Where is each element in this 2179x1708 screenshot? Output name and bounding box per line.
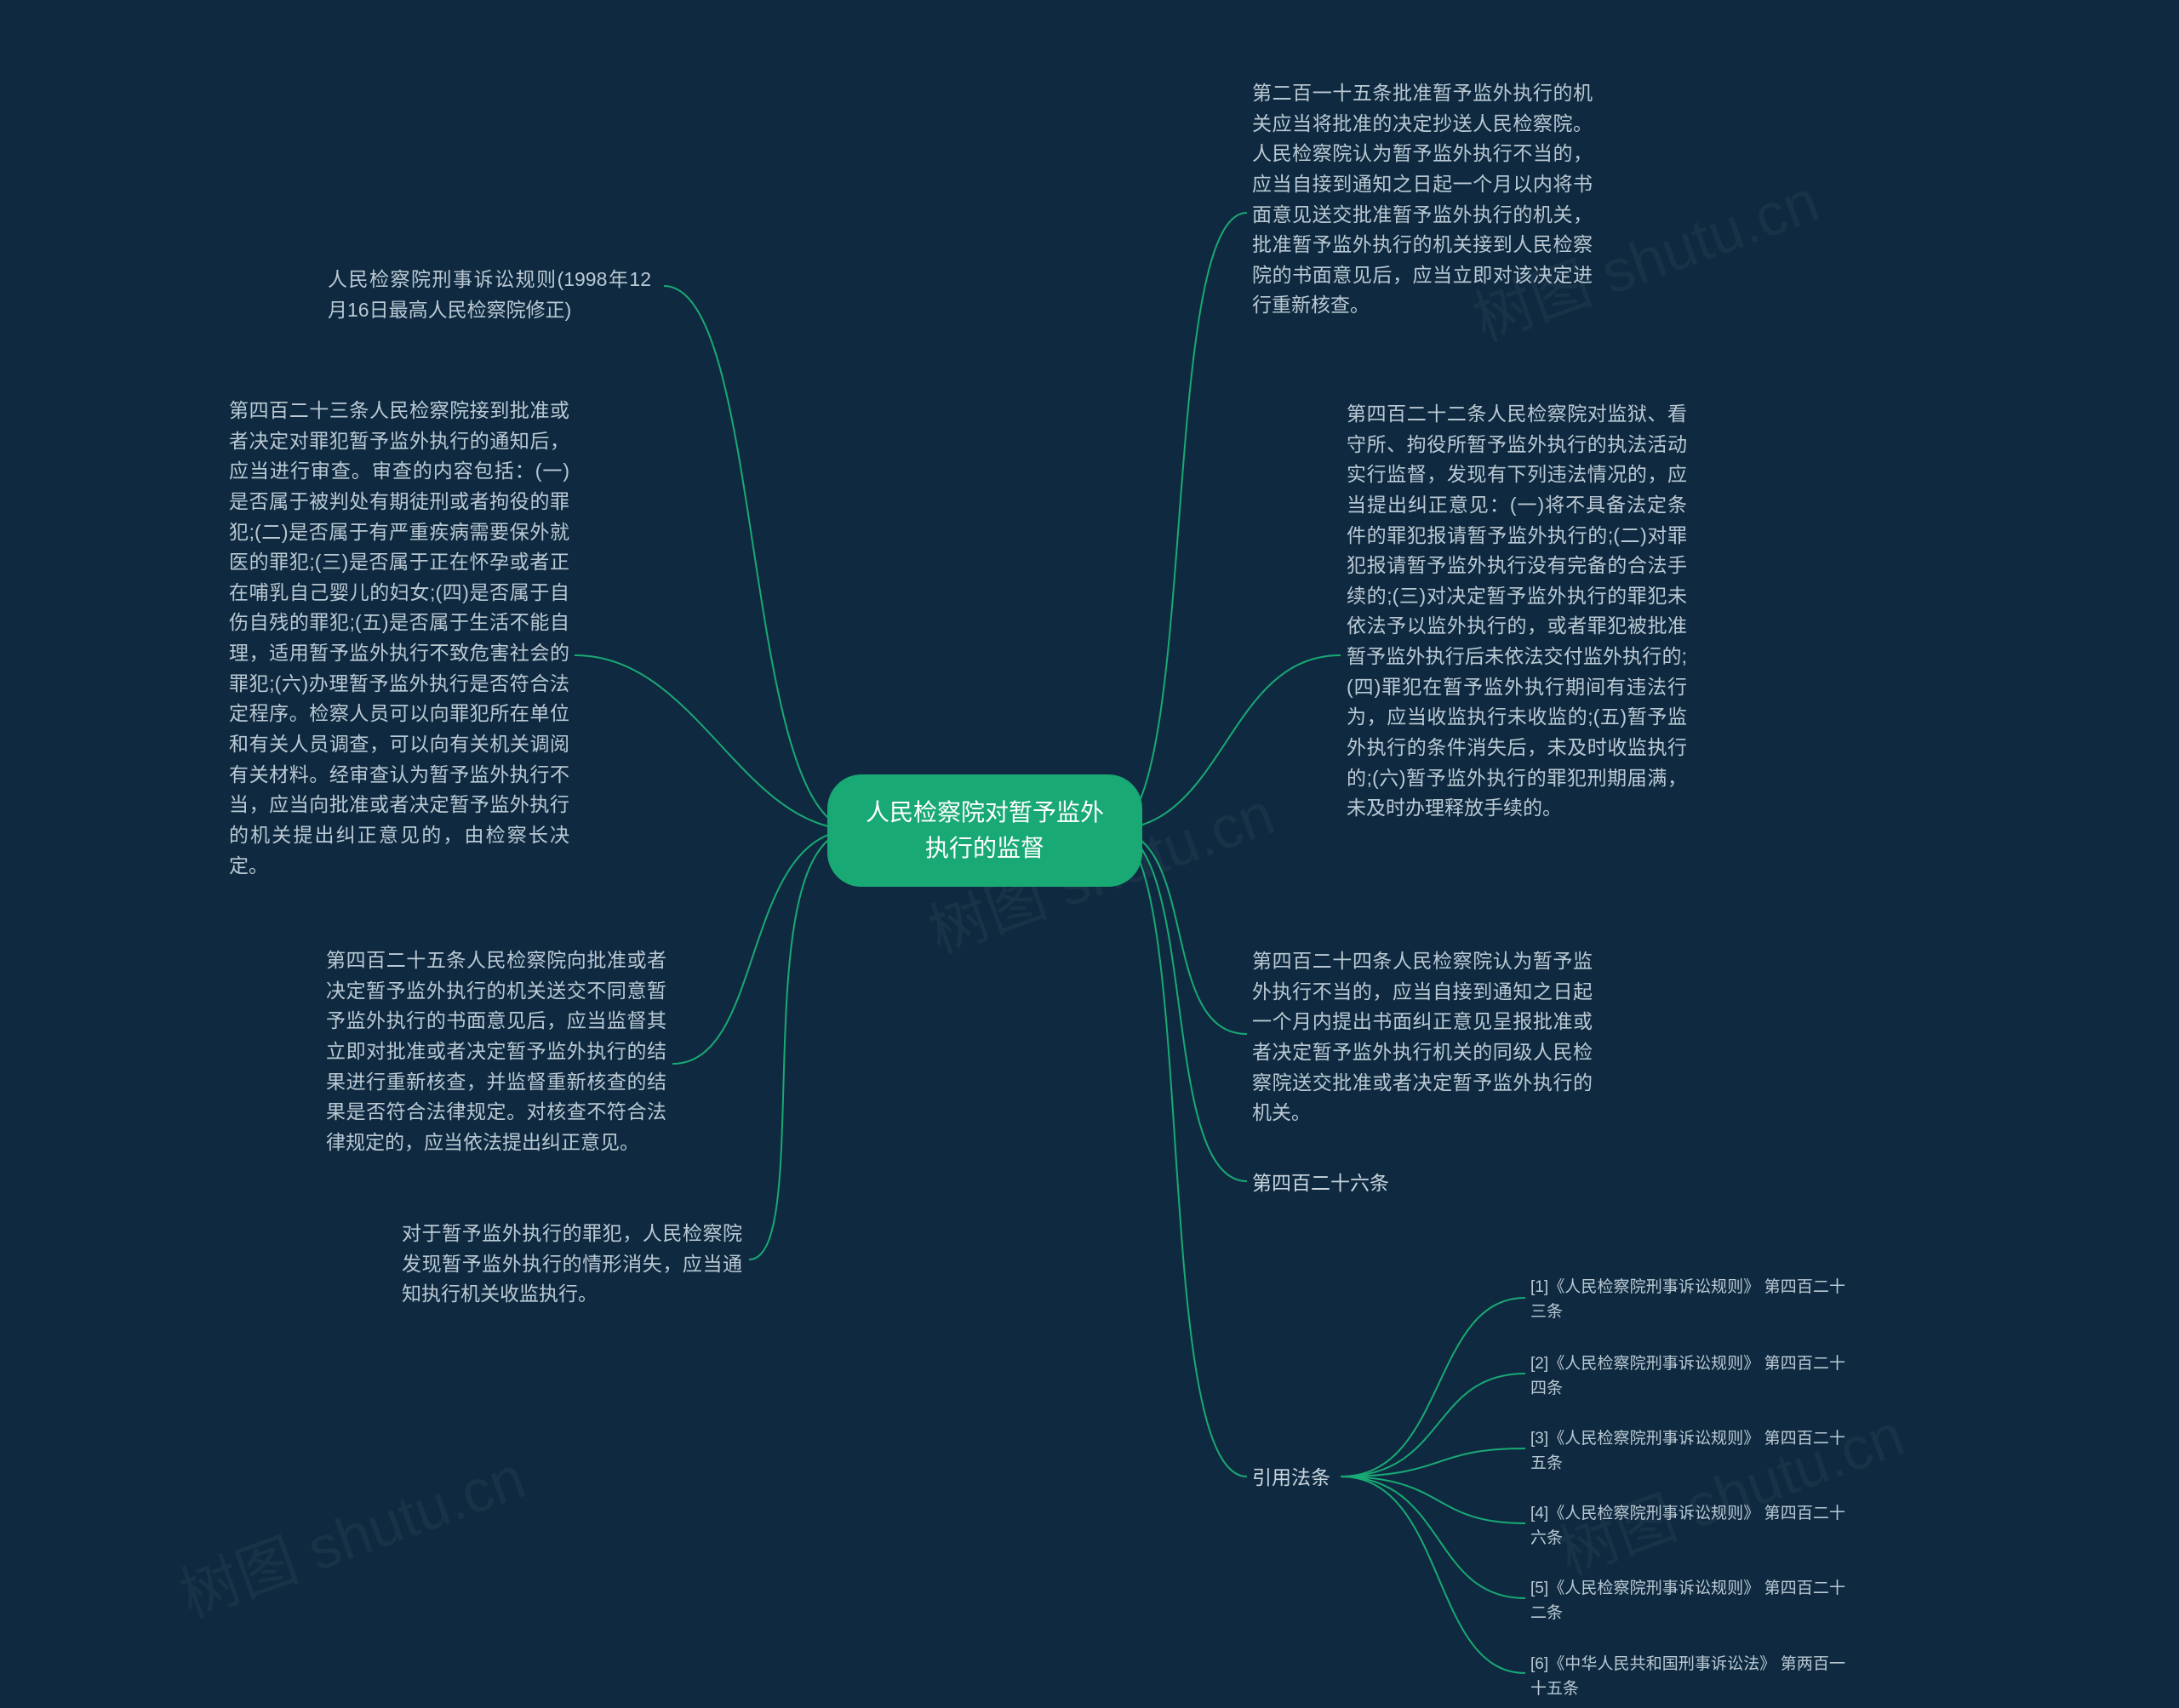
center-node: 人民检察院对暂予监外执行的监督 [827,774,1142,887]
citation-6: [6]《中华人民共和国刑事诉讼法》 第两百一十五条 [1530,1652,1845,1702]
mindmap-edge [749,830,855,1260]
node-text: [1]《人民检察院刑事诉讼规则》 第四百二十三条 [1530,1278,1845,1321]
node-right-3: 第四百二十四条人民检察院认为暂予监外执行不当的，应当自接到通知之日起一个月内提出… [1252,946,1593,1128]
node-text: 人民检察院刑事诉讼规则(1998年12月16日最高人民检察院修正) [328,268,651,321]
node-text: [6]《中华人民共和国刑事诉讼法》 第两百一十五条 [1530,1655,1845,1698]
node-left-1: 人民检察院刑事诉讼规则(1998年12月16日最高人民检察院修正) [328,265,651,325]
node-text: 引用法条 [1252,1466,1330,1488]
node-text: 第四百二十六条 [1252,1172,1389,1194]
citation-2: [2]《人民检察院刑事诉讼规则》 第四百二十四条 [1530,1351,1845,1402]
node-text: 对于暂予监外执行的罪犯，人民检察院发现暂予监外执行的情形消失，应当通知执行机关收… [402,1222,742,1305]
mindmap-edge [1111,655,1341,830]
node-right-2: 第四百二十二条人民检察院对监狱、看守所、拘役所暂予监外执行的执法活动实行监督，发… [1347,399,1687,824]
node-left-3: 第四百二十五条人民检察院向批准或者决定暂予监外执行的机关送交不同意暂予监外执行的… [326,945,666,1157]
node-text: [4]《人民检察院刑事诉讼规则》 第四百二十六条 [1530,1505,1845,1547]
node-text: 第四百二十二条人民检察院对监狱、看守所、拘役所暂予监外执行的执法活动实行监督，发… [1347,403,1687,819]
citation-4: [4]《人民检察院刑事诉讼规则》 第四百二十六条 [1530,1501,1845,1551]
node-left-2: 第四百二十三条人民检察院接到批准或者决定对罪犯暂予监外执行的通知后，应当进行审查… [229,396,569,881]
node-text: [5]《人民检察院刑事诉讼规则》 第四百二十二条 [1530,1579,1845,1622]
node-text: 第四百二十五条人民检察院向批准或者决定暂予监外执行的机关送交不同意暂予监外执行的… [326,949,666,1153]
mindmap-edge [672,830,855,1064]
citation-3: [3]《人民检察院刑事诉讼规则》 第四百二十五条 [1530,1426,1845,1477]
node-left-4: 对于暂予监外执行的罪犯，人民检察院发现暂予监外执行的情形消失，应当通知执行机关收… [402,1219,742,1310]
mindmap-edge [1341,1374,1525,1477]
node-right-1: 第二百一十五条批准暂予监外执行的机关应当将批准的决定抄送人民检察院。人民检察院认… [1252,78,1593,321]
node-right-5-label: 引用法条 [1252,1463,1371,1493]
mindmap-edge [1341,1477,1525,1598]
mindmap-edge [1111,213,1247,830]
center-node-text: 人民检察院对暂予监外执行的监督 [866,799,1104,861]
node-text: 第四百二十四条人民检察院认为暂予监外执行不当的，应当自接到通知之日起一个月内提出… [1252,950,1593,1123]
citation-5: [5]《人民检察院刑事诉讼规则》 第四百二十二条 [1530,1576,1845,1626]
node-text: [2]《人民检察院刑事诉讼规则》 第四百二十四条 [1530,1355,1845,1397]
citation-1: [1]《人民检察院刑事诉讼规则》 第四百二十三条 [1530,1275,1845,1325]
node-text: 第四百二十三条人民检察院接到批准或者决定对罪犯暂予监外执行的通知后，应当进行审查… [229,399,569,877]
node-right-4-label: 第四百二十六条 [1252,1168,1422,1198]
mindmap-edge [1341,1477,1525,1673]
mindmap-edge [575,655,855,830]
node-text: 第二百一十五条批准暂予监外执行的机关应当将批准的决定抄送人民检察院。人民检察院认… [1252,82,1593,316]
mindmap-edge [1111,830,1247,1181]
mindmap-edge [664,286,855,830]
node-text: [3]《人民检察院刑事诉讼规则》 第四百二十五条 [1530,1430,1845,1472]
mindmap-edge [1111,830,1247,1477]
